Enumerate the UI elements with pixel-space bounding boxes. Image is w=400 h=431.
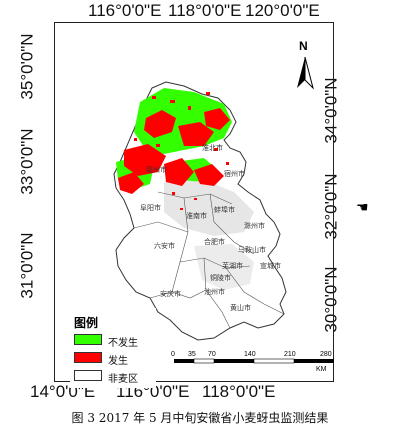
scale-tick-0: 0 — [171, 351, 175, 358]
city-label-bozhou: 亳州市 — [146, 165, 167, 174]
figure-caption: 图 3 2017 年 5 月中旬安徽省小麦蚜虫监测结果 — [71, 411, 329, 425]
city-label-chizhou: 池州市 — [204, 287, 225, 296]
city-label-chuzhou: 滁州市 — [244, 221, 265, 230]
city-label-maanshan: 马鞍山市 — [238, 245, 266, 254]
scale-bar — [174, 358, 334, 364]
city-label-fuyang: 阜阳市 — [140, 203, 161, 212]
red-speckles — [134, 92, 229, 210]
map-frame — [54, 22, 334, 382]
top-coord-118: 118°0'0"E — [168, 1, 242, 20]
red-region-3 — [124, 144, 166, 176]
left-coord-35: 35°0'0"N — [17, 33, 37, 100]
left-coord-33: 33°0'0"N — [17, 128, 37, 195]
red-region-1 — [144, 110, 176, 138]
top-coord-120: 120°0'0"E — [245, 1, 320, 20]
city-label-huangshan: 黄山市 — [230, 303, 251, 312]
city-label-suzhou: 宿州市 — [224, 169, 245, 178]
scale-unit: KM — [316, 366, 327, 373]
city-label-luan: 六安市 — [154, 241, 175, 250]
legend-swatch-not-occur — [74, 334, 102, 345]
scale-tick-35: 35 — [188, 351, 196, 358]
city-label-bengbu: 蚌埠市 — [214, 205, 235, 214]
top-coord-116: 116°0'0"E — [88, 1, 162, 20]
north-label: N — [299, 39, 308, 53]
scale-tick-140: 140 — [244, 351, 256, 358]
legend-label-occur: 发生 — [108, 356, 128, 367]
legend-title: 图例 — [74, 316, 99, 330]
scale-tick-210: 210 — [284, 351, 296, 358]
red-region-2 — [178, 122, 214, 146]
hand-cursor-icon: ☚ — [356, 200, 369, 216]
city-boundaries — [133, 191, 285, 329]
left-coord-31: 31°0'0"N — [17, 232, 37, 299]
city-label-huainan: 淮南市 — [186, 211, 207, 220]
city-label-anqing: 安庆市 — [160, 289, 181, 298]
legend-label-not-occur: 不发生 — [108, 338, 138, 349]
grey-region-central — [164, 180, 254, 236]
legend-label-non-wheat: 非麦区 — [108, 374, 138, 385]
legend-swatch-occur — [74, 352, 102, 363]
scale-tick-280: 280 — [320, 351, 332, 358]
bottom-coord-118: 118°0'0"E — [202, 382, 276, 401]
city-label-xuancheng: 宣城市 — [260, 261, 281, 270]
city-label-wuhu: 芜湖市 — [222, 261, 243, 270]
map-canvas: 淮北市 宿州市 亳州市 阜阳市 蚌埠市 淮南市 滁州市 合肥市 六安市 马鞍山市… — [113, 39, 334, 373]
north-arrow — [297, 56, 314, 90]
scale-tick-70: 70 — [208, 351, 216, 358]
legend: 图例 不发生 发生 非麦区 — [70, 308, 156, 388]
legend-swatch-non-wheat — [74, 370, 102, 381]
red-region-5 — [204, 108, 230, 130]
red-region-4 — [164, 158, 194, 186]
red-region-6 — [118, 172, 144, 194]
city-label-tongling: 铜陵市 — [210, 273, 231, 282]
red-region-7 — [194, 164, 224, 186]
city-label-huaibei: 淮北市 — [202, 143, 223, 152]
city-label-hefei: 合肥市 — [204, 237, 225, 246]
